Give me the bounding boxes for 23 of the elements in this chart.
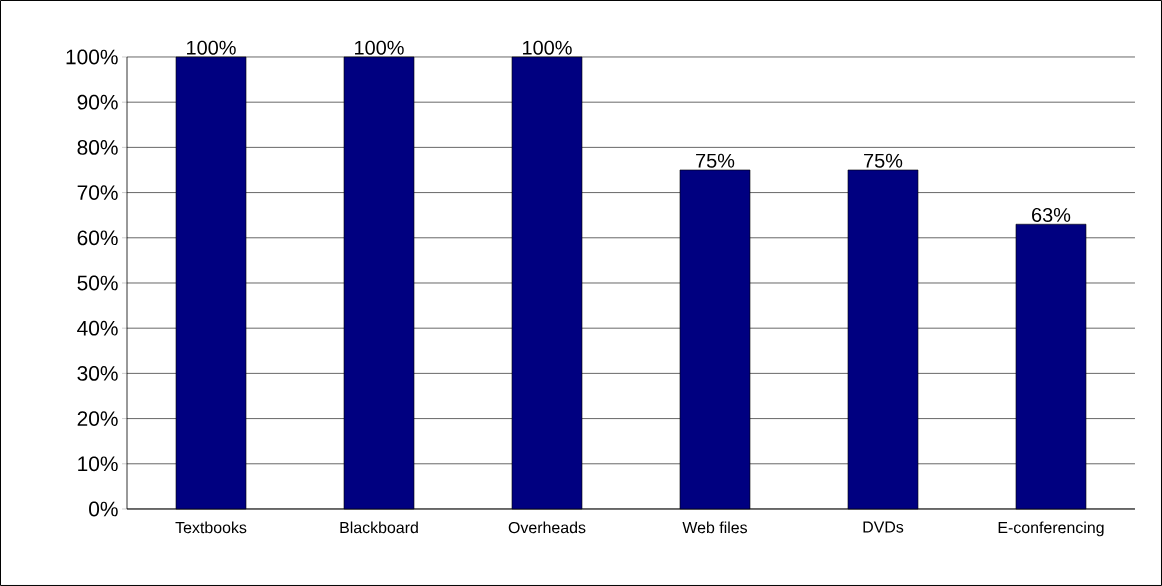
data-label: 75%	[696, 153, 735, 168]
data-label: 63%	[1032, 207, 1071, 223]
x-tick-label: Textbooks	[175, 521, 247, 534]
data-label: 100%	[523, 40, 572, 55]
x-tick-label: E-conferencing	[998, 521, 1104, 537]
y-tick-label: 20%	[77, 411, 118, 426]
y-tick-label: 100%	[66, 49, 118, 65]
y-tick-label: 30%	[77, 365, 118, 381]
y-tick-label: 0%	[89, 501, 118, 517]
data-label: 100%	[187, 40, 236, 55]
y-tick-label: 70%	[77, 185, 118, 200]
y-tick-label: 40%	[77, 320, 118, 336]
data-label: 100%	[355, 40, 404, 55]
y-tick-label: 80%	[77, 139, 118, 155]
data-label: 75%	[864, 153, 903, 168]
x-tick-label: Overheads	[508, 521, 586, 534]
x-tick-label: Web files	[682, 521, 748, 534]
y-tick-label: 50%	[77, 275, 118, 291]
y-tick-label: 90%	[77, 94, 118, 110]
x-tick-label: Blackboard	[340, 521, 418, 534]
y-tick-label: 60%	[77, 230, 118, 246]
x-tick-label: DVDs	[863, 521, 904, 533]
y-tick-label: 10%	[78, 456, 118, 472]
